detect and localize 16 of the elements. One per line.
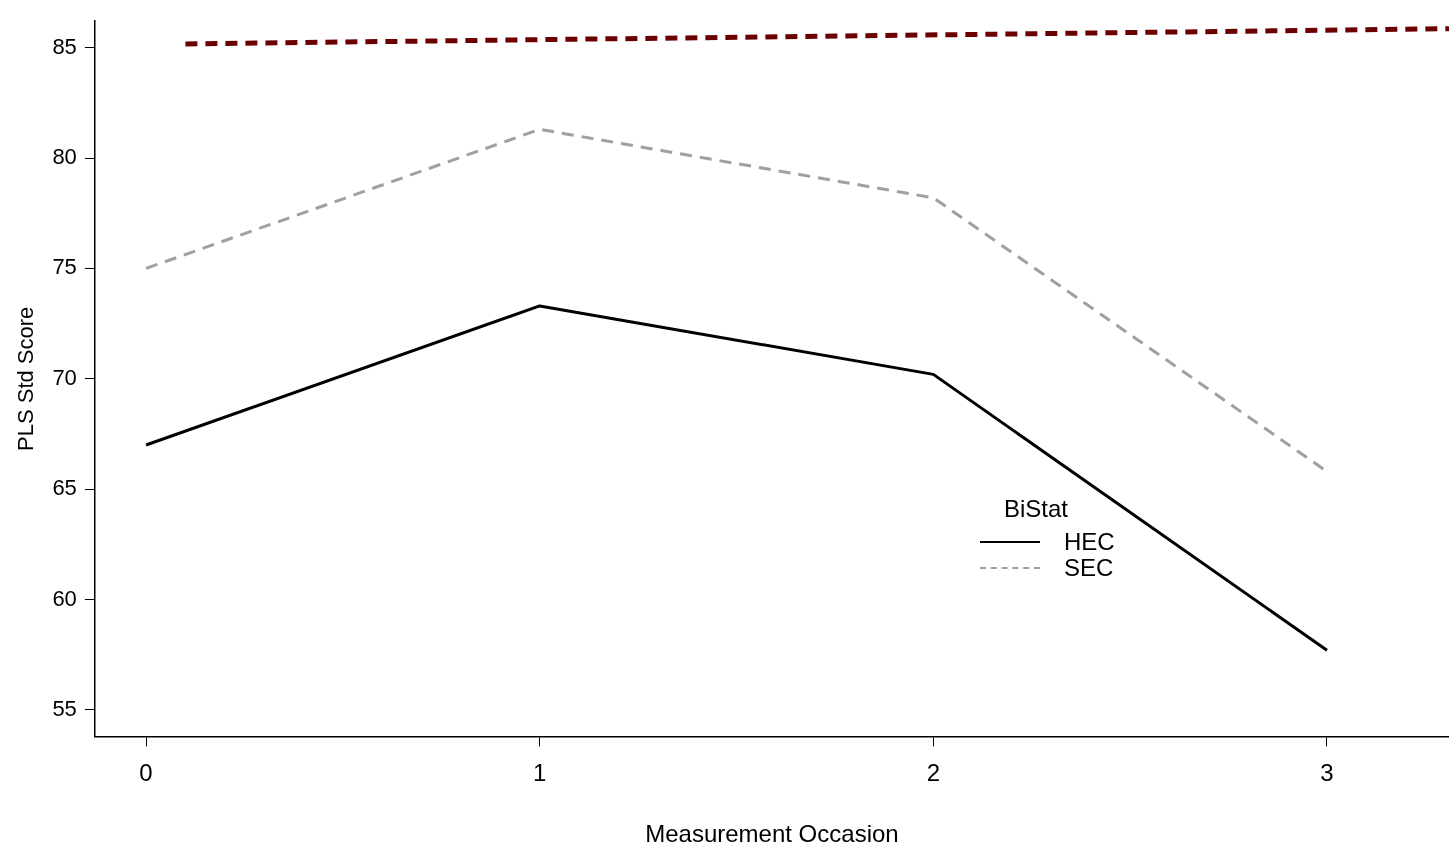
y-tick-label: 85 [52, 33, 77, 59]
x-axis-title: Measurement Occasion [645, 820, 899, 848]
y-tick-label: 75 [52, 254, 77, 280]
y-tick-label: 70 [52, 364, 77, 390]
y-tick-label: 65 [52, 475, 77, 501]
y-tick-label: 60 [52, 585, 77, 611]
x-tick-label: 3 [1320, 759, 1334, 787]
x-tick-label: 1 [533, 759, 547, 787]
legend-title: BiStat [1004, 495, 1070, 523]
y-tick-label: 80 [52, 144, 77, 170]
y-tick-label: 55 [52, 695, 77, 721]
x-tick-label: 2 [926, 759, 941, 787]
legend-label: HEC [1064, 528, 1115, 556]
legend-label: SEC [1064, 554, 1114, 582]
x-tick-label: 0 [139, 759, 153, 787]
y-axis-title: PLS Std Score [13, 306, 39, 451]
